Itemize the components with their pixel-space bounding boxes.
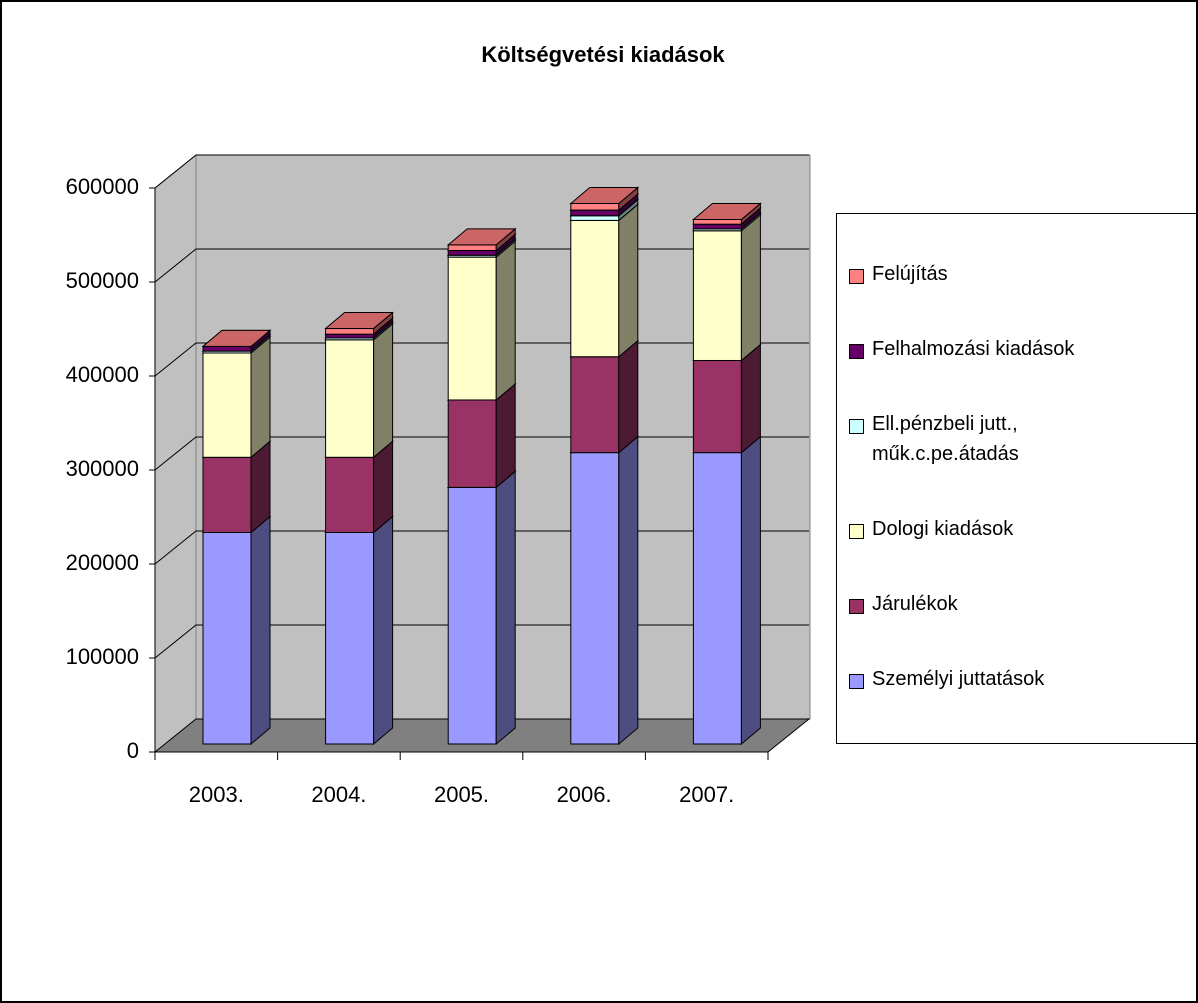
bar-segment	[692, 202, 762, 226]
bar-top	[324, 312, 394, 330]
bar-side	[618, 203, 639, 358]
bar-front	[447, 399, 497, 488]
bar-side	[250, 335, 271, 459]
x-tick-label: 2005.	[434, 782, 489, 807]
bar-top	[569, 187, 640, 204]
bar-front	[202, 352, 252, 458]
bar-side	[250, 515, 271, 746]
legend-label: Felhalmozási kiadások	[872, 338, 1075, 360]
y-tick-label: 600000	[66, 174, 139, 199]
bar-side	[740, 435, 761, 746]
bar-front	[692, 230, 742, 361]
bar-side	[618, 339, 639, 454]
bar-side	[495, 470, 516, 746]
bar-side	[740, 213, 761, 362]
bar-front	[570, 209, 620, 217]
legend-item: Járulékok	[849, 593, 1196, 619]
bar-side	[373, 322, 394, 459]
legend-item: Ell.pénzbeli jutt., műk.c.pe.átadás	[849, 413, 1196, 469]
y-tick-label: 200000	[66, 550, 139, 575]
bar-front	[325, 339, 375, 458]
bar-side	[495, 382, 516, 489]
bar-front	[692, 452, 742, 745]
x-tick-label: 2004.	[311, 782, 366, 807]
legend-label: Járulékok	[872, 593, 958, 615]
bar-segment	[692, 435, 762, 746]
bar-segment	[569, 339, 640, 454]
bar-side	[373, 515, 394, 746]
x-tick-label: 2007.	[679, 782, 734, 807]
x-tick-label: 2006.	[557, 782, 612, 807]
legend-swatch	[849, 269, 864, 284]
legend-swatch	[849, 599, 864, 614]
bar-front	[447, 256, 497, 401]
legend-label: Felújítás	[872, 263, 948, 285]
legend: Személyi juttatások Járulékok Dologi kiadá…	[836, 213, 1196, 744]
legend-item: Dologi kiadások	[849, 518, 1196, 544]
bar-front	[692, 218, 742, 225]
legend-label: Személyi juttatások	[872, 668, 1045, 690]
bar-side	[740, 343, 761, 454]
bar-segment	[446, 227, 517, 252]
bar-top	[446, 228, 517, 246]
bar-front	[570, 356, 620, 454]
bar-front	[325, 456, 375, 533]
bar-front	[570, 215, 620, 221]
y-tick-label: 500000	[66, 268, 139, 293]
bar-segment	[324, 311, 394, 336]
legend-label: Ell.pénzbeli jutt., műk.c.pe.átadás	[872, 413, 1019, 465]
bar-top	[201, 329, 272, 347]
bar-front	[202, 456, 252, 533]
legend-item: Felhalmozási kiadások	[849, 338, 1196, 364]
bar-front	[447, 244, 497, 252]
legend-item: Személyi juttatások	[849, 668, 1196, 694]
bar-front	[447, 486, 497, 745]
bar-side	[618, 435, 639, 746]
bar-segment	[569, 203, 640, 358]
bar-front	[202, 345, 252, 352]
y-tick-label: 100000	[66, 644, 139, 669]
bar-front	[202, 532, 252, 745]
bar-segment	[446, 470, 517, 746]
legend-label: Dologi kiadások	[872, 518, 1014, 540]
x-tick-label: 2003.	[189, 782, 244, 807]
bar-segment	[324, 322, 394, 459]
y-tick-label: 0	[127, 738, 139, 763]
grid-line	[154, 154, 809, 189]
chart-title: Költségvetési kiadások	[481, 42, 725, 67]
bar-front	[692, 359, 742, 454]
bar-segment	[324, 515, 394, 746]
legend-swatch	[849, 674, 864, 689]
legend-swatch	[849, 419, 864, 434]
bar-segment	[692, 213, 762, 362]
legend-item: Felújítás	[849, 263, 1196, 289]
bar-segment	[569, 435, 640, 746]
bar-top	[692, 202, 762, 220]
bar-front	[325, 532, 375, 745]
bar-segment	[201, 329, 272, 347]
legend-swatch	[849, 524, 864, 539]
bar-front	[692, 223, 742, 230]
bar-side	[495, 240, 516, 402]
bar-segment	[201, 515, 272, 746]
bar-front	[570, 452, 620, 745]
bar-segment	[569, 186, 640, 212]
bar-front	[570, 219, 620, 358]
bar-front	[325, 333, 375, 339]
bar-segment	[201, 335, 272, 459]
bar-front	[325, 328, 375, 335]
bar-front	[447, 250, 497, 256]
y-tick-label: 300000	[66, 456, 139, 481]
bar-segment	[446, 240, 517, 402]
y-tick-label: 400000	[66, 362, 139, 387]
bar-front	[570, 203, 620, 211]
legend-swatch	[849, 344, 864, 359]
